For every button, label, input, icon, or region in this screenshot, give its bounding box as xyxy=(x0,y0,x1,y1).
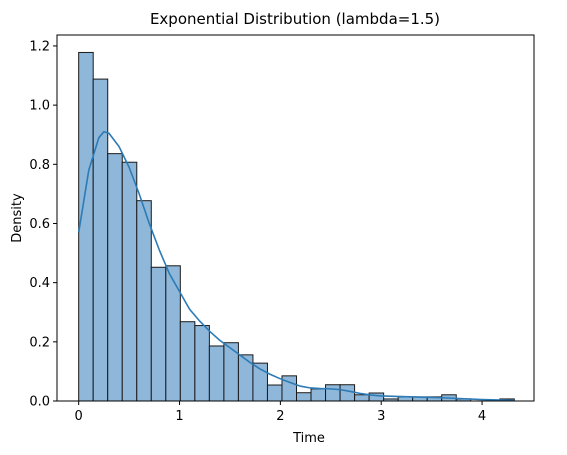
histogram-bar xyxy=(354,394,370,402)
histogram-bar xyxy=(78,51,94,402)
histogram-bar xyxy=(92,78,109,402)
y-tick-label: 0.6 xyxy=(29,217,50,232)
histogram-bar xyxy=(237,354,254,402)
y-tick-label: 1.0 xyxy=(29,99,50,114)
y-axis-ticks: 0.0 0.2 0.4 0.6 0.8 1.0 1.2 xyxy=(29,39,57,410)
histogram-bar xyxy=(266,384,283,402)
x-axis-title: Time xyxy=(292,431,325,446)
plot-area-frame xyxy=(56,34,535,402)
chart-title: Exponential Distribution (lambda=1.5) xyxy=(150,10,440,28)
histogram-bar xyxy=(121,161,138,402)
y-tick-label: 1.2 xyxy=(29,39,50,54)
x-tick-label: 4 xyxy=(478,409,486,424)
histogram-bar xyxy=(136,200,152,402)
kde-curve xyxy=(77,130,515,402)
histogram-bar xyxy=(194,325,210,402)
x-tick-label: 2 xyxy=(276,409,284,424)
y-tick-label: 0.2 xyxy=(29,335,50,350)
y-tick-label: 0.0 xyxy=(29,395,50,410)
x-tick-label: 3 xyxy=(377,409,385,424)
x-tick-label: 1 xyxy=(175,409,183,424)
histogram-bar xyxy=(150,266,167,402)
histogram-bar xyxy=(208,345,225,402)
histogram-bar xyxy=(107,153,123,402)
histogram-bar xyxy=(165,265,181,402)
histogram-bar xyxy=(339,384,356,402)
histogram-bar xyxy=(368,392,385,402)
histogram-bar xyxy=(325,384,341,402)
histogram-bar xyxy=(310,388,327,402)
histogram-bar xyxy=(296,392,312,402)
y-tick-label: 0.4 xyxy=(29,276,50,291)
x-axis-ticks: 0 1 2 3 4 xyxy=(75,401,486,424)
x-tick-label: 0 xyxy=(75,409,83,424)
y-tick-label: 0.8 xyxy=(29,158,50,173)
y-axis-title: Density xyxy=(10,193,25,243)
histogram-bars xyxy=(78,51,515,402)
histogram-bar xyxy=(179,321,196,402)
